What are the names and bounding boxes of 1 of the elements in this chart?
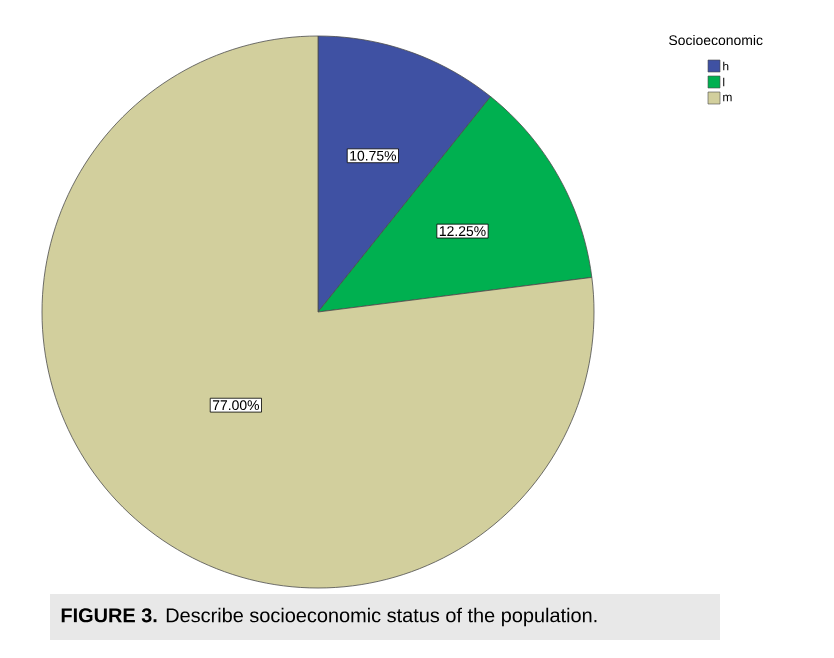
text: FIGURE 3. Describe socioeconomic status of the population. — [61, 607, 597, 627]
